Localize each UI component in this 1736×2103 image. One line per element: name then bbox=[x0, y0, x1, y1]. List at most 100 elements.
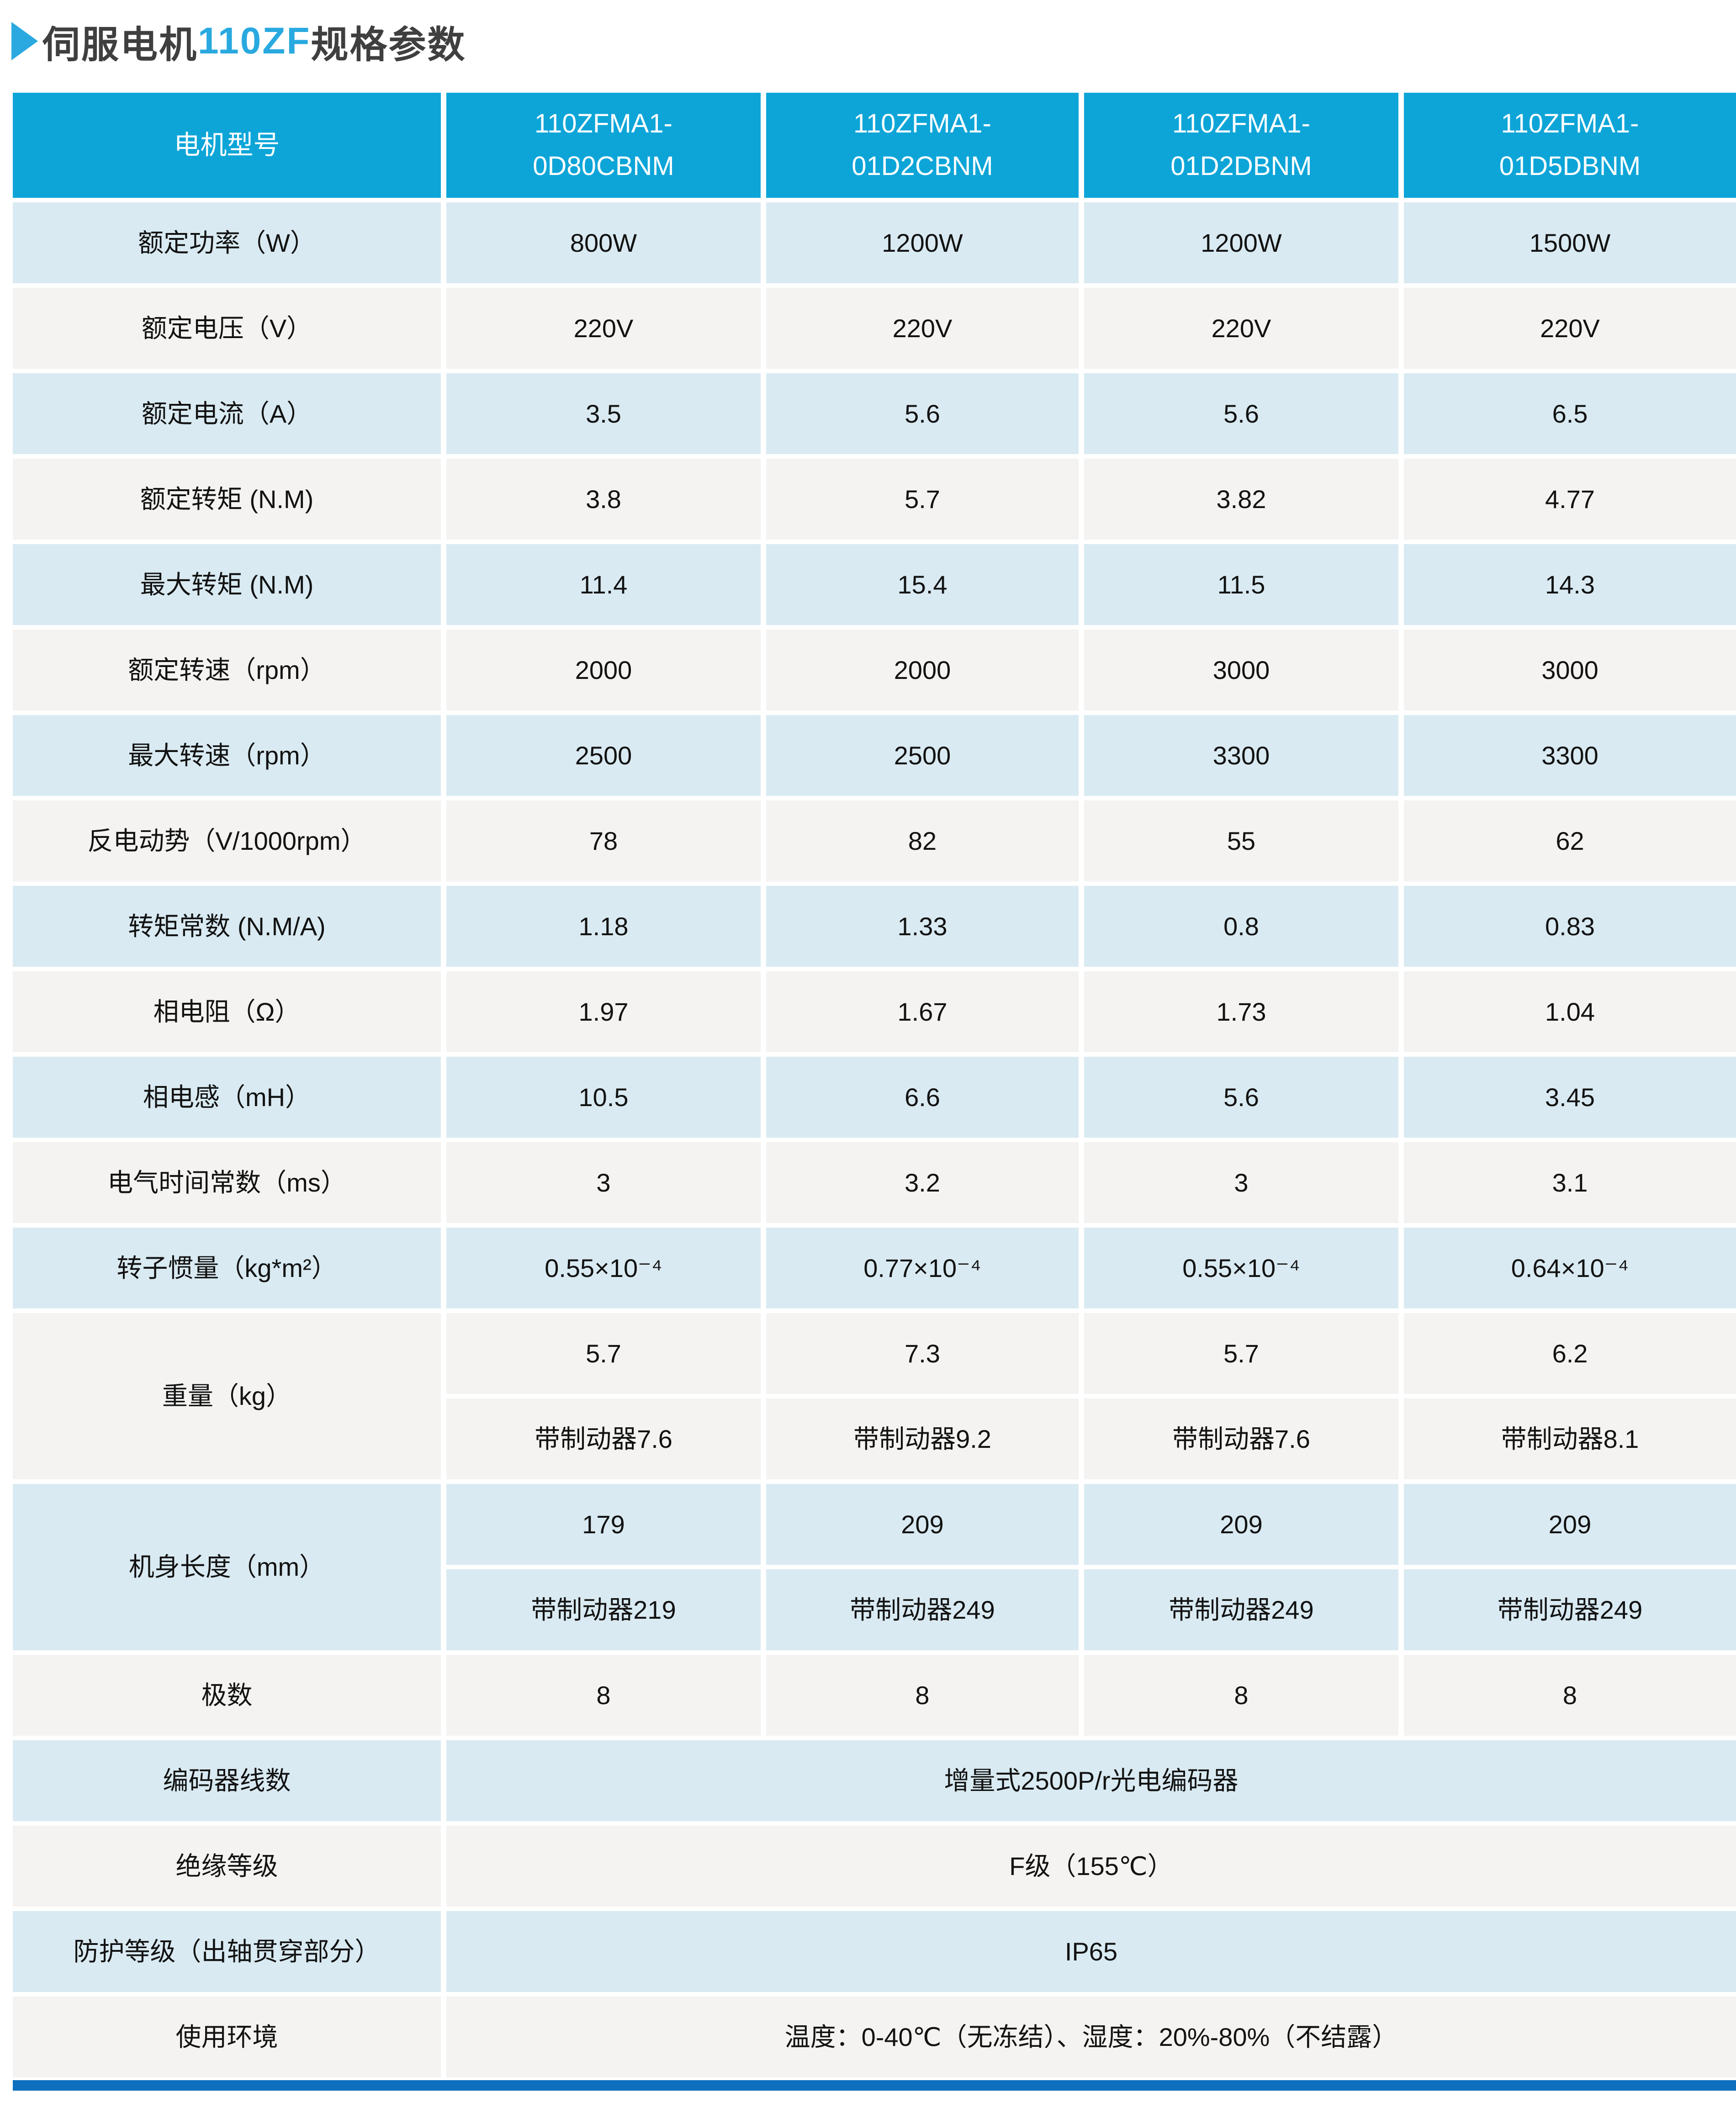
value-cell: 11.5 bbox=[1084, 544, 1398, 625]
value-cell: 3300 bbox=[1404, 715, 1736, 796]
header-model-line1: 110ZFMA1- bbox=[853, 109, 991, 139]
header-model-line1: 110ZFMA1- bbox=[1172, 109, 1310, 139]
value-cell: 179 bbox=[446, 1484, 761, 1565]
header-model-line1: 110ZFMA1- bbox=[535, 109, 672, 139]
row-label: 电气时间常数（ms） bbox=[13, 1142, 441, 1223]
title-prefix: 伺服电机 bbox=[42, 24, 198, 66]
row-label: 转矩常数 (N.M/A) bbox=[13, 886, 441, 967]
row-label: 额定电压（V） bbox=[13, 288, 441, 369]
value-cell: 5.7 bbox=[1084, 1313, 1398, 1394]
title-model-highlight: 110ZF bbox=[198, 20, 311, 62]
row-label: 防护等级（出轴贯穿部分） bbox=[13, 1911, 441, 1992]
header-motor-model-label: 电机型号 bbox=[13, 93, 441, 198]
value-cell: 62 bbox=[1404, 800, 1736, 881]
value-cell: 2500 bbox=[446, 715, 761, 796]
value-cell: 5.6 bbox=[1084, 1057, 1398, 1138]
value-cell: 3300 bbox=[1084, 715, 1398, 796]
value-cell: 2000 bbox=[766, 630, 1079, 710]
row-label: 相电感（mH） bbox=[13, 1057, 441, 1138]
title-suffix: 规格参数 bbox=[311, 24, 466, 66]
row-label: 编码器线数 bbox=[13, 1740, 441, 1821]
row-label: 额定电流（A） bbox=[13, 373, 441, 454]
page-title: 伺服电机 110ZF 规格参数 bbox=[11, 14, 466, 69]
value-cell: 220V bbox=[1084, 288, 1398, 369]
header-model-line2: 01D2CBNM bbox=[852, 151, 993, 181]
value-cell: 0.64×10⁻⁴ bbox=[1404, 1228, 1736, 1308]
row-label: 额定功率（W） bbox=[13, 202, 441, 283]
row-label: 额定转矩 (N.M) bbox=[13, 459, 441, 540]
value-cell: 3 bbox=[1084, 1142, 1398, 1223]
value-cell: 3.2 bbox=[766, 1142, 1079, 1223]
value-cell: 带制动器7.6 bbox=[1084, 1398, 1398, 1479]
value-cell: 带制动器249 bbox=[1084, 1569, 1398, 1650]
value-cell: 800W bbox=[446, 202, 761, 283]
value-cell: 带制动器249 bbox=[1404, 1569, 1736, 1650]
value-cell: 6.2 bbox=[1404, 1313, 1736, 1394]
value-cell: 带制动器8.1 bbox=[1404, 1398, 1736, 1479]
value-cell: 带制动器249 bbox=[766, 1569, 1079, 1650]
value-cell: 6.6 bbox=[766, 1057, 1079, 1138]
value-cell: 11.4 bbox=[446, 544, 761, 625]
value-cell: 3.45 bbox=[1404, 1057, 1736, 1138]
row-label: 极数 bbox=[13, 1655, 441, 1736]
value-cell: 6.5 bbox=[1404, 373, 1736, 454]
value-cell: 1200W bbox=[1084, 202, 1398, 283]
value-cell-span: 增量式2500P/r光电编码器 bbox=[446, 1740, 1736, 1821]
value-cell: 3000 bbox=[1084, 630, 1398, 710]
value-cell: 1500W bbox=[1404, 202, 1736, 283]
value-cell: 0.8 bbox=[1084, 886, 1398, 967]
row-label: 最大转矩 (N.M) bbox=[13, 544, 441, 625]
row-label: 重量（kg） bbox=[13, 1313, 441, 1479]
value-cell: 10.5 bbox=[446, 1057, 761, 1138]
value-cell: 4.77 bbox=[1404, 459, 1736, 540]
value-cell: 55 bbox=[1084, 800, 1398, 881]
value-cell: 3.5 bbox=[446, 373, 761, 454]
value-cell: 220V bbox=[766, 288, 1079, 369]
value-cell: 0.83 bbox=[1404, 886, 1736, 967]
row-label: 反电动势（V/1000rpm） bbox=[13, 800, 441, 881]
value-cell: 8 bbox=[766, 1655, 1079, 1736]
value-cell: 1.67 bbox=[766, 971, 1079, 1052]
value-cell: 3000 bbox=[1404, 630, 1736, 710]
value-cell: 5.7 bbox=[446, 1313, 761, 1394]
value-cell: 78 bbox=[446, 800, 761, 881]
value-cell: 220V bbox=[446, 288, 761, 369]
value-cell: 1.18 bbox=[446, 886, 761, 967]
bottom-accent-bar bbox=[13, 2080, 1736, 2091]
value-cell: 2500 bbox=[766, 715, 1079, 796]
row-label: 使用环境 bbox=[13, 1997, 441, 2077]
value-cell: 209 bbox=[1404, 1484, 1736, 1565]
value-cell: 3.8 bbox=[446, 459, 761, 540]
header-model-line2: 01D5DBNM bbox=[1499, 151, 1641, 181]
header-model-cell: 110ZFMA1- 0D80CBNM bbox=[446, 93, 761, 198]
row-label: 机身长度（mm） bbox=[13, 1484, 441, 1650]
row-label: 最大转速（rpm） bbox=[13, 715, 441, 796]
value-cell-span: F级（155℃） bbox=[446, 1826, 1736, 1907]
value-cell: 14.3 bbox=[1404, 544, 1736, 625]
value-cell: 5.7 bbox=[766, 459, 1079, 540]
value-cell: 3.82 bbox=[1084, 459, 1398, 540]
header-model-cell: 110ZFMA1- 01D2CBNM bbox=[766, 93, 1079, 198]
header-model-line1: 110ZFMA1- bbox=[1501, 109, 1639, 139]
header-model-cell: 110ZFMA1- 01D2DBNM bbox=[1084, 93, 1398, 198]
value-cell: 3 bbox=[446, 1142, 761, 1223]
value-cell-span: 温度：0-40℃（无冻结）、湿度：20%-80%（不结露） bbox=[446, 1997, 1736, 2077]
row-label: 额定转速（rpm） bbox=[13, 630, 441, 710]
value-cell: 1200W bbox=[766, 202, 1079, 283]
row-label: 绝缘等级 bbox=[13, 1826, 441, 1907]
value-cell: 0.55×10⁻⁴ bbox=[1084, 1228, 1398, 1308]
value-cell: 3.1 bbox=[1404, 1142, 1736, 1223]
value-cell: 1.97 bbox=[446, 971, 761, 1052]
value-cell: 209 bbox=[766, 1484, 1079, 1565]
row-label: 相电阻（Ω） bbox=[13, 971, 441, 1052]
value-cell: 5.6 bbox=[1084, 373, 1398, 454]
value-cell: 8 bbox=[1404, 1655, 1736, 1736]
value-cell: 82 bbox=[766, 800, 1079, 881]
value-cell: 8 bbox=[446, 1655, 761, 1736]
value-cell: 带制动器9.2 bbox=[766, 1398, 1079, 1479]
value-cell-span: IP65 bbox=[446, 1911, 1736, 1992]
value-cell: 带制动器7.6 bbox=[446, 1398, 761, 1479]
header-model-line2: 01D2DBNM bbox=[1170, 151, 1312, 181]
value-cell: 8 bbox=[1084, 1655, 1398, 1736]
value-cell: 2000 bbox=[446, 630, 761, 710]
